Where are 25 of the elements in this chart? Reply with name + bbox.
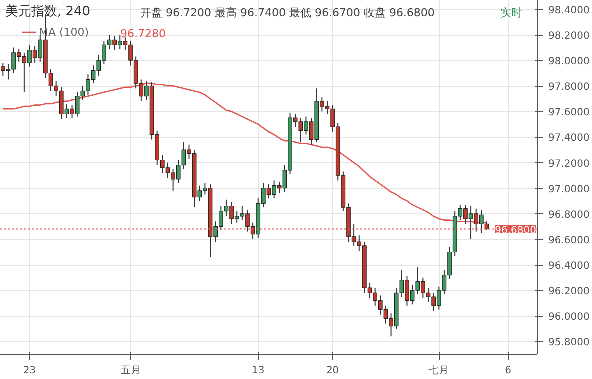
x-tick-label: 七月 [429,364,450,376]
x-tick-label: 五月 [120,366,141,376]
y-tick-label: 96.4000 [548,261,590,272]
y-tick-label: 97.8000 [548,82,590,94]
ref-line-label: 96.6800 [495,225,537,236]
x-tick-label: 20 [326,366,340,376]
y-tick-label: 96.6000 [548,235,590,246]
x-tick-label: 13 [252,366,265,376]
y-tick-label: 98.2000 [548,31,590,42]
y-tick-label: 97.4000 [548,133,590,144]
y-tick-label: 97.2000 [548,158,590,170]
y-tick-label: 98.4000 [548,5,590,16]
y-tick-label: 97.0000 [548,184,590,196]
annotation: 96.7280 [120,28,166,40]
x-tick-label: 6 [505,366,512,376]
y-tick-label: 96.2000 [548,286,590,298]
x-tick-label: 23 [23,366,36,376]
chart-title: 美元指数, 240 [6,4,91,20]
y-tick-label: 97.6000 [548,108,590,119]
y-tick-label: 95.8000 [548,338,590,349]
y-tick-label: 96.8000 [548,210,590,221]
annotation: 开盘 96.7200 最高 96.7400 最低 96.6700 收盘 96.6800 [140,6,435,20]
annotation: 实时 [500,6,522,20]
y-tick-label: 98.0000 [548,56,590,68]
y-tick-label: 96.0000 [548,312,590,324]
